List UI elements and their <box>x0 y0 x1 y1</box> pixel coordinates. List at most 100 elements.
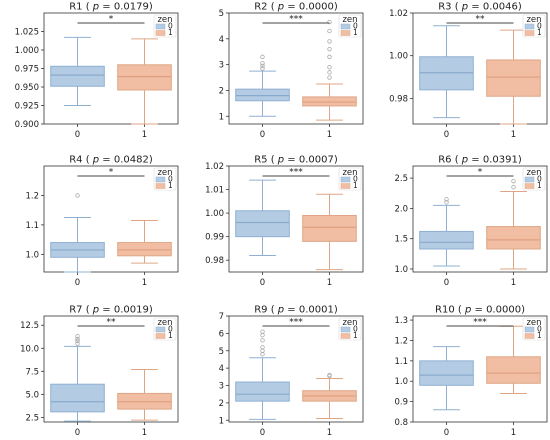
outlier-point <box>75 336 80 342</box>
p-value: 0.0391 <box>483 155 518 166</box>
panel-title-prefix: R5 ( <box>254 155 274 166</box>
p-value: 0.0179 <box>114 2 149 13</box>
p-symbol: p <box>90 155 100 166</box>
x-tick-label: 0 <box>260 130 265 140</box>
y-tick-label: 1.000 <box>15 46 39 56</box>
iqr-box <box>302 214 357 242</box>
outlier-point <box>327 19 332 25</box>
x-tick-label: 0 <box>75 428 80 438</box>
p-symbol: p <box>462 305 472 316</box>
y-tick-label: 2 <box>219 399 224 409</box>
legend-label-1: 1 <box>353 181 358 190</box>
outlier-point <box>327 28 332 34</box>
iqr-box <box>235 88 290 102</box>
y-tick-label: 1.2 <box>394 336 408 346</box>
plot-frame <box>412 165 548 273</box>
p-equals: = <box>99 305 114 316</box>
legend-label-0: 0 <box>353 175 358 184</box>
y-tick-label: 1 <box>219 416 224 426</box>
legend-label-0: 0 <box>537 22 542 31</box>
iqr-box <box>486 59 541 97</box>
p-equals: = <box>99 155 114 166</box>
legend-swatch-0 <box>155 326 166 333</box>
boxplot-panel: R7 ( p = 0.0019)2.55.07.510.012.50 1** zen… <box>20 305 179 438</box>
outlier-point <box>75 341 80 346</box>
boxplot-panel: R10 ( p = 0.0000)0.80.91.01.11.21.30 1***… <box>394 305 548 438</box>
outlier-point <box>260 352 265 357</box>
iqr-box <box>117 64 172 91</box>
legend-swatch-1 <box>340 183 351 189</box>
y-tick-label: 0.975 <box>15 65 39 75</box>
outlier-point <box>327 75 332 80</box>
significance-stars: ** <box>476 15 486 25</box>
significance-stars: *** <box>473 318 487 328</box>
panel-title: R1 ( p = 0.0179) <box>69 2 153 13</box>
panel-title: R5 ( p = 0.0007) <box>254 155 338 166</box>
y-tick-label: 1.1 <box>25 221 39 231</box>
panel-title-suffix: ) <box>149 155 153 166</box>
legend-label-0: 0 <box>537 175 542 184</box>
x-tick-label: 1 <box>327 130 332 140</box>
y-tick-label: 3 <box>219 61 224 71</box>
legend-title: zen <box>342 168 357 178</box>
panel-title-prefix: R6 ( <box>438 155 458 166</box>
iqr-box <box>419 360 474 386</box>
outlier-point <box>327 65 332 70</box>
p-equals: = <box>99 2 114 13</box>
x-tick-label: 1 <box>511 428 516 438</box>
boxplot-panel: R1 ( p = 0.0179) 0.900 0.925 0.950 0.975 1.00… <box>15 2 179 140</box>
legend-title: zen <box>157 318 172 328</box>
p-equals: = <box>468 155 483 166</box>
box-group-0 <box>235 179 290 257</box>
y-tick-label: 1.02 <box>205 162 224 172</box>
y-tick-label: 2.5 <box>394 174 408 184</box>
iqr-box <box>50 383 105 413</box>
y-tick-label: 1 <box>219 112 224 122</box>
box-group-0 <box>419 346 474 411</box>
x-tick-label: 0 <box>260 278 265 288</box>
legend-swatch-0 <box>340 326 351 333</box>
box-group-1 <box>117 219 172 264</box>
box-group-1 <box>486 178 541 270</box>
significance-stars: * <box>109 168 114 178</box>
y-tick-label: 1.1 <box>394 357 408 367</box>
legend-title: zen <box>526 15 541 25</box>
y-tick-label: 4 <box>219 364 224 374</box>
y-tick-label: 1.0 <box>394 377 408 387</box>
legend-label-1: 1 <box>168 331 173 340</box>
significance-stars: ** <box>107 318 117 328</box>
legend-label-1: 1 <box>537 331 542 340</box>
y-tick-label: 0.99 <box>205 233 224 243</box>
legend-swatch-1 <box>524 30 535 36</box>
legend-swatch-1 <box>524 183 535 189</box>
outlier-point <box>260 332 265 338</box>
legend-title: zen <box>342 15 357 25</box>
y-tick-label: 6 <box>219 329 224 339</box>
x-tick-label: 1 <box>327 428 332 438</box>
panel-title-prefix: R1 ( <box>69 2 89 13</box>
y-tick-label: 7 <box>219 312 224 322</box>
panel-title-suffix: ) <box>334 155 338 166</box>
x-tick-label: 0 <box>75 130 80 140</box>
panel-title: R6 ( p = 0.0391) <box>438 155 522 166</box>
y-tick-label: 5 <box>219 9 224 19</box>
box-group-1 <box>302 19 357 121</box>
y-tick-label: 1.2 <box>25 191 39 201</box>
legend-label-1: 1 <box>353 28 358 37</box>
y-tick-label: 1.01 <box>205 186 224 196</box>
panel-title-prefix: R4 ( <box>69 155 89 166</box>
y-tick-label: 0.98 <box>205 256 224 266</box>
y-tick-label: 1.02 <box>389 9 408 19</box>
p-equals: = <box>284 155 299 166</box>
iqr-box <box>486 356 541 384</box>
y-tick-label: 0.98 <box>389 94 408 104</box>
outlier-point <box>511 184 516 190</box>
legend-title: zen <box>526 168 541 178</box>
significance-stars: *** <box>289 15 303 25</box>
iqr-box <box>50 65 105 87</box>
